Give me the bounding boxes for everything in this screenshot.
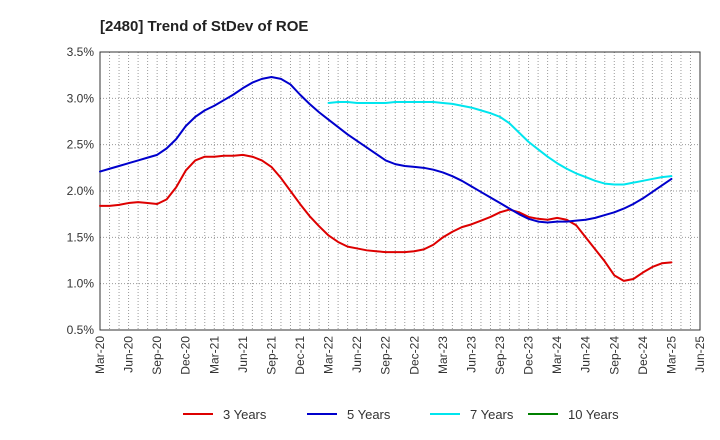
x-tick-label: Dec-20 <box>179 336 193 375</box>
series-line-3-years <box>99 153 673 282</box>
x-tick-label: Mar-24 <box>550 336 564 374</box>
x-tick-label: Jun-25 <box>693 336 707 373</box>
x-tick-label: Dec-23 <box>522 336 536 375</box>
x-tick-label: Mar-23 <box>436 336 450 374</box>
plot-frame <box>99 51 701 331</box>
legend-label: 5 Years <box>347 407 391 422</box>
x-tick-label: Dec-22 <box>407 336 421 375</box>
x-tick-label: Jun-24 <box>579 336 593 373</box>
series-line-7-years <box>327 101 673 186</box>
series-line-5-years <box>99 76 673 224</box>
x-tick-label: Sep-24 <box>607 336 621 375</box>
legend-label: 3 Years <box>223 407 267 422</box>
x-tick-label: Mar-21 <box>207 336 221 374</box>
y-tick-label: 2.0% <box>67 184 95 198</box>
x-tick-label: Dec-21 <box>293 336 307 375</box>
x-tick-label: Jun-21 <box>236 336 250 373</box>
legend-item-7-years: 7 Years <box>430 407 514 422</box>
legend-item-10-years: 10 Years <box>528 407 619 422</box>
series-layer <box>99 76 673 282</box>
x-tick-label: Sep-22 <box>379 336 393 375</box>
y-tick-label: 1.0% <box>67 277 95 291</box>
legend-label: 7 Years <box>470 407 514 422</box>
x-tick-label: Mar-22 <box>322 336 336 374</box>
y-tick-label: 1.5% <box>67 230 95 244</box>
legend-item-5-years: 5 Years <box>307 407 391 422</box>
x-tick-label: Mar-20 <box>93 336 107 374</box>
y-tick-label: 3.0% <box>67 91 95 105</box>
x-tick-label: Jun-23 <box>464 336 478 373</box>
y-tick-label: 2.5% <box>67 138 95 152</box>
y-tick-label: 0.5% <box>67 323 95 337</box>
legend: 3 Years 5 Years 7 Years 10 Years <box>183 407 619 422</box>
y-tick-label: 3.5% <box>67 45 95 59</box>
x-tick-label: Sep-23 <box>493 336 507 375</box>
grid-layer <box>100 52 700 330</box>
x-tick-label: Dec-24 <box>636 336 650 375</box>
x-tick-label: Jun-22 <box>350 336 364 373</box>
legend-label: 10 Years <box>568 407 619 422</box>
chart-title: [2480] Trend of StDev of ROE <box>100 18 308 35</box>
x-tick-label: Jun-20 <box>122 336 136 373</box>
axis-layer: 0.5% 1.0% 1.5% 2.0% 2.5% 3.0% 3.5% Mar-20 Jun-20… <box>67 45 707 375</box>
x-tick-label: Sep-21 <box>264 336 278 375</box>
legend-item-3-years: 3 Years <box>183 407 267 422</box>
x-tick-label: Sep-20 <box>150 336 164 375</box>
x-tick-label: Mar-25 <box>664 336 678 374</box>
